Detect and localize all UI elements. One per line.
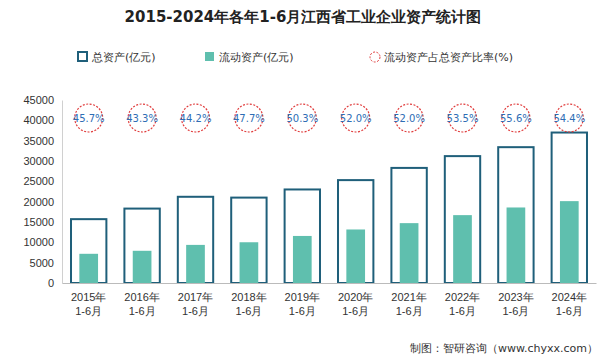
x-tick-label: 2024年1-6月 [552, 291, 587, 317]
y-tick-label: 20000 [23, 196, 54, 208]
y-tick-label: 35000 [23, 135, 54, 147]
y-tick-label: 0 [48, 277, 54, 289]
bar [507, 207, 526, 283]
y-tick: 20000 [23, 196, 62, 208]
y-axis: 0 5000 10000 15000 20000 25000 30000 35000 40000… [23, 94, 62, 289]
ratio-markers: 45.7% 43.3% 44.2% 47.7% 50.3% 52.0% 52.0% 53.5%… [73, 104, 585, 132]
x-tick-label: 2022年1-6月 [445, 291, 480, 317]
legend-item: 总资产(亿元) [78, 51, 156, 64]
legend-swatch [205, 52, 214, 61]
x-tick: 2015年1-6月 [71, 283, 106, 317]
y-tick: 0 [48, 277, 62, 289]
y-tick: 30000 [23, 155, 62, 167]
bar [186, 245, 205, 283]
x-axis-line [63, 283, 597, 284]
bar [133, 251, 152, 283]
y-tick-label: 45000 [23, 94, 54, 106]
x-tick-label: 2015年1-6月 [71, 291, 106, 317]
x-tick: 2019年1-6月 [285, 283, 320, 317]
data-label: 52.0% [393, 113, 425, 124]
bar [293, 236, 312, 283]
bar-total [391, 168, 426, 283]
x-tick: 2017年1-6月 [178, 283, 213, 317]
bar-total [498, 147, 533, 283]
y-tick-label: 30000 [23, 155, 54, 167]
legend: 总资产(亿元) 流动资产(亿元) 流动资产占总资产比率(%) [78, 51, 513, 64]
data-label: 47.7% [233, 113, 265, 124]
bar [453, 215, 472, 283]
legend-label: 流动资产占总资产比率(%) [384, 51, 513, 64]
x-tick-label: 2019年1-6月 [285, 291, 320, 317]
y-tick: 15000 [23, 216, 62, 228]
legend-item: 流动资产(亿元) [205, 51, 294, 64]
title: 2015-2024年各年1-6月江西省工业企业资产统计图 [125, 8, 482, 26]
y-tick-label: 25000 [23, 175, 54, 187]
y-tick: 40000 [23, 114, 62, 126]
x-tick: 2018年1-6月 [231, 283, 266, 317]
y-tick: 25000 [23, 175, 62, 187]
data-label: 43.3% [126, 113, 158, 124]
data-label: 50.3% [286, 113, 318, 124]
y-tick-label: 15000 [23, 216, 54, 228]
bar-total [71, 219, 106, 283]
x-axis: 2015年1-6月 2016年1-6月 2017年1-6月 2018年1-6月 2019… [63, 283, 597, 317]
y-tick: 35000 [23, 135, 62, 147]
x-tick: 2024年1-6月 [552, 283, 587, 317]
bar-total [338, 180, 373, 283]
data-label: 55.6% [500, 113, 532, 124]
x-tick-label: 2023年1-6月 [498, 291, 533, 317]
data-label: 52.0% [340, 113, 372, 124]
x-tick: 2023年1-6月 [498, 283, 533, 317]
bar-total [445, 156, 480, 283]
bar-total [231, 198, 266, 283]
x-tick: 2022年1-6月 [445, 283, 480, 317]
y-tick-label: 10000 [23, 236, 54, 248]
x-tick: 2021年1-6月 [391, 283, 426, 317]
bar-total [285, 189, 320, 283]
plot: 0 5000 10000 15000 20000 25000 30000 35000 40000… [23, 94, 596, 317]
x-tick-label: 2016年1-6月 [124, 291, 159, 317]
data-label: 53.5% [447, 113, 479, 124]
bar [560, 201, 579, 283]
x-tick-label: 2017年1-6月 [178, 291, 213, 317]
y-tick: 5000 [30, 257, 62, 269]
y-axis-line [62, 101, 63, 284]
annotation: 制图：智研咨询（www.chyxx.com） [410, 342, 598, 355]
x-tick-label: 2018年1-6月 [231, 291, 266, 317]
y-tick: 45000 [23, 94, 62, 106]
bar-total [124, 209, 159, 283]
data-label: 44.2% [180, 113, 212, 124]
bar-total [178, 197, 213, 283]
bars [71, 133, 587, 283]
bar [400, 223, 419, 283]
data-label: 54.4% [553, 113, 585, 124]
bar [240, 242, 259, 283]
x-tick: 2016年1-6月 [124, 283, 159, 317]
legend-swatch [370, 52, 380, 62]
legend-label: 流动资产(亿元) [219, 51, 294, 64]
x-tick-label: 2021年1-6月 [391, 291, 426, 317]
y-tick-label: 40000 [23, 114, 54, 126]
bar [79, 254, 98, 283]
bar-total [552, 133, 587, 283]
legend-label: 总资产(亿元) [91, 51, 156, 64]
y-tick: 10000 [23, 236, 62, 248]
bar [346, 229, 365, 283]
legend-item: 流动资产占总资产比率(%) [370, 51, 513, 64]
chart: 2015-2024年各年1-6月江西省工业企业资产统计图总资产(亿元) 流动资产(… [0, 0, 606, 360]
x-tick-label: 2020年1-6月 [338, 291, 373, 317]
x-tick: 2020年1-6月 [338, 283, 373, 317]
legend-swatch [78, 52, 87, 61]
y-tick-label: 5000 [30, 257, 54, 269]
data-label: 45.7% [73, 113, 105, 124]
